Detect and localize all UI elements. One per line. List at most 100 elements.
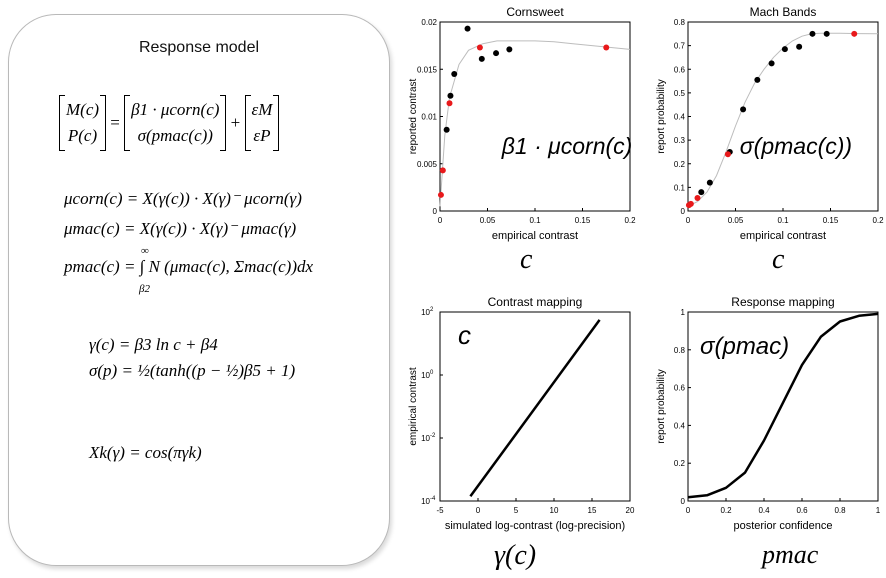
mach-point <box>781 46 788 53</box>
mach-point <box>698 189 705 196</box>
mach-chart <box>685 21 879 212</box>
response-mapping-chart <box>687 311 879 502</box>
contrast-mapping-ytick-base: 10 <box>421 434 430 443</box>
mach-xtick-label: 0.15 <box>823 216 839 225</box>
p-mac-integral: pmac(c) = ∫ N (μmac(c), Σmac(c))dx <box>64 257 314 276</box>
response-mapping-ylabel: report probability <box>656 369 667 443</box>
cornsweet-ytick-label: 0.01 <box>421 113 437 122</box>
cornsweet-chart <box>437 21 631 212</box>
contrast-mapping-xtick-label: 20 <box>626 506 635 515</box>
cornsweet-ytick-label: 0.015 <box>417 65 438 74</box>
contrast-mapping-chart <box>439 311 631 502</box>
mach-fit-curve <box>687 32 879 207</box>
contrast-mapping-xtick-label: 15 <box>588 506 597 515</box>
cornsweet-xtick-label: 0 <box>438 216 443 225</box>
mach-ylabel: report probability <box>656 79 667 153</box>
annotation-p-mac: pmac <box>762 540 819 569</box>
cornsweet-point <box>603 44 610 51</box>
equation-p-mac: pmac(c) = ∫ N (μmac(c), Σmac(c))dx <box>64 257 313 277</box>
mach-point <box>796 43 803 50</box>
response-model-panel: Response model M(c) P(c) = β1 · μcorn(c)… <box>8 14 390 566</box>
response-mapping-ytick-label: 0 <box>681 497 686 506</box>
response-mapping-ytick-label: 0.8 <box>674 346 686 355</box>
mach-xtick-label: 0.2 <box>872 216 884 225</box>
mach-point <box>754 76 761 83</box>
cornsweet-point <box>446 100 453 107</box>
rhs-vector: β1 · μcorn(c) σ(pmac(c)) <box>124 95 227 151</box>
equation-mu-corn: μcorn(c) = X(γ(c)) · X(γ)⁻ μcorn(γ) <box>64 189 302 208</box>
mach-xlabel: empirical contrast <box>740 230 826 242</box>
cornsweet-ytick-label: 0 <box>433 207 438 216</box>
mach-ytick-label: 0.3 <box>674 136 686 145</box>
cornsweet-point <box>451 70 458 77</box>
contrast-mapping-inset-label: c <box>458 320 471 350</box>
contrast-mapping-xtick-label: 0 <box>476 506 481 515</box>
equation-observation-model: M(c) P(c) = β1 · μcorn(c) σ(pmac(c)) + ε… <box>59 95 280 151</box>
error-top: εM <box>251 100 273 119</box>
contrast-mapping-frame <box>439 311 631 502</box>
response-mapping-xlabel: posterior confidence <box>733 520 832 532</box>
cornsweet-title: Cornsweet <box>506 5 564 19</box>
lhs-bottom: P(c) <box>67 126 98 145</box>
response-mapping-line <box>687 312 879 499</box>
response-mapping-ytick-label: 0.6 <box>674 384 686 393</box>
error-vector: εM εP <box>244 95 280 151</box>
response-mapping-xtick-label: 1 <box>876 506 881 515</box>
cornsweet-ytick-label: 0.02 <box>421 18 437 27</box>
cornsweet-point <box>506 46 513 53</box>
cornsweet-point <box>476 44 483 51</box>
contrast-mapping-ytick-base: 10 <box>421 371 430 380</box>
mach-ytick-label: 0.4 <box>674 113 686 122</box>
mach-title: Mach Bands <box>750 5 817 19</box>
response-mapping-title: Response mapping <box>731 295 834 309</box>
response-model-title: Response model <box>138 39 260 56</box>
cornsweet-xtick-label: 0.05 <box>480 216 496 225</box>
contrast-mapping-ytick-exp: -2 <box>430 433 436 439</box>
cornsweet-xlabel: empirical contrast <box>492 230 578 242</box>
response-mapping-xtick-label: 0 <box>686 506 691 515</box>
mach-point <box>706 179 713 186</box>
lhs-top: M(c) <box>66 100 100 119</box>
equation-basis: Xk(γ) = cos(πγk) <box>89 443 202 462</box>
cornsweet-xtick-label: 0.2 <box>624 216 636 225</box>
response-mapping-xtick-label: 0.6 <box>796 506 808 515</box>
mach-ytick-label: 0.6 <box>674 65 686 74</box>
response-mapping-ytick-label: 0.2 <box>674 459 686 468</box>
contrast-mapping-ytick-exp: 0 <box>430 370 434 376</box>
contrast-mapping-ytick-base: 10 <box>421 308 430 317</box>
mach-xtick-label: 0 <box>686 216 691 225</box>
mach-point <box>724 151 731 158</box>
integral-lower-limit: β2 <box>139 283 150 295</box>
error-bottom: εP <box>253 126 271 145</box>
mach-ytick-label: 0.2 <box>674 160 686 169</box>
mach-ytick-label: 0.1 <box>674 183 686 192</box>
contrast-mapping-ytick-exp: 2 <box>430 307 434 313</box>
contrast-mapping-line <box>469 319 601 498</box>
mach-point <box>740 106 747 113</box>
mach-xtick-label: 0.1 <box>777 216 789 225</box>
response-mapping-inset-label: σ(pmac) <box>700 333 789 360</box>
cornsweet-point <box>478 55 485 62</box>
cornsweet-inset-label: β1 · μcorn(c) <box>501 133 633 159</box>
cornsweet-xtick-label: 0.1 <box>529 216 541 225</box>
contrast-mapping-xtick-label: -5 <box>436 506 444 515</box>
response-mapping-ytick-label: 0.4 <box>674 421 686 430</box>
cornsweet-point <box>443 126 450 133</box>
equation-sigma: σ(p) = ½(tanh((p − ½)β5 + 1) <box>89 361 296 380</box>
equation-gamma: γ(c) = β3 ln c + β4 <box>89 335 218 354</box>
integral-upper-limit: ∞ <box>141 245 149 257</box>
annotation-c-left: c <box>520 244 533 275</box>
response-mapping-xtick-label: 0.2 <box>720 506 732 515</box>
mach-point <box>823 30 830 37</box>
response-mapping-xtick-label: 0.8 <box>834 506 846 515</box>
mach-inset-label: σ(pmac(c)) <box>740 133 852 159</box>
cornsweet-point <box>439 167 446 174</box>
contrast-mapping-xtick-label: 10 <box>550 506 559 515</box>
mach-point <box>851 30 858 37</box>
cornsweet-ytick-label: 0.005 <box>417 160 438 169</box>
mach-ytick-label: 0.8 <box>674 18 686 27</box>
annotation-c-right: c <box>772 244 785 275</box>
response-mapping-ytick-label: 1 <box>681 308 686 317</box>
mach-ytick-label: 0.7 <box>674 42 686 51</box>
